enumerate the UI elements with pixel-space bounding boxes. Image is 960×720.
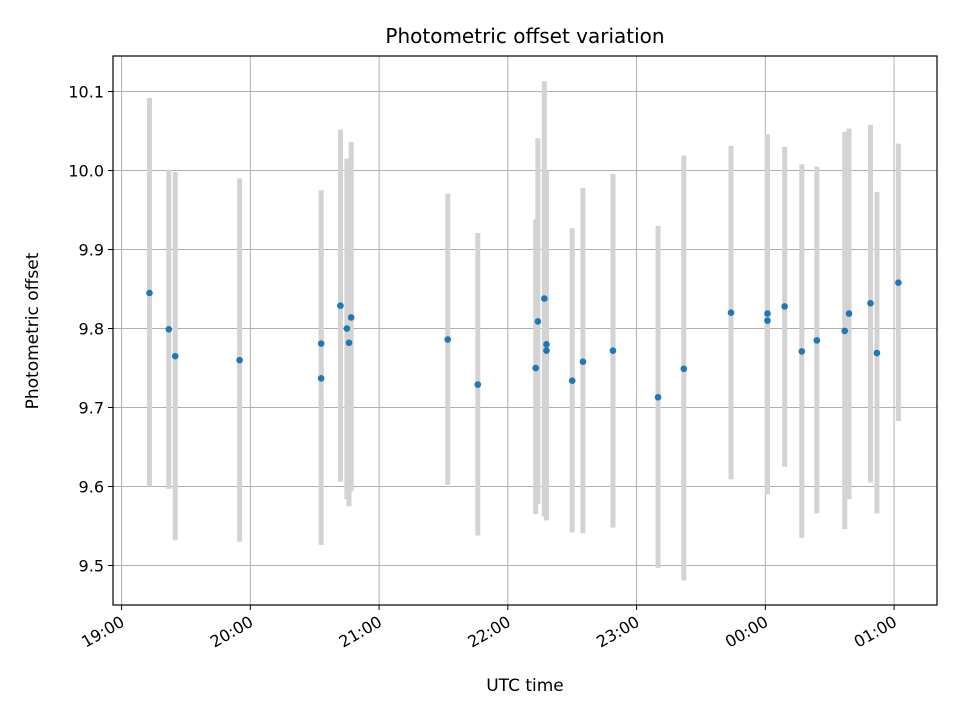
data-point — [543, 347, 550, 354]
y-tick-label: 10.0 — [68, 162, 104, 181]
data-point — [680, 365, 688, 373]
data-point — [541, 295, 548, 302]
y-tick-label: 10.1 — [68, 83, 104, 102]
data-point — [568, 377, 576, 384]
data-point — [347, 314, 355, 321]
y-tick-label: 9.9 — [79, 241, 104, 260]
data-point — [534, 318, 542, 325]
data-point — [579, 358, 587, 366]
data-point — [764, 317, 771, 324]
data-point — [781, 303, 788, 310]
data-point — [764, 310, 771, 317]
data-point — [873, 349, 881, 357]
data-point — [841, 327, 849, 335]
y-axis-ticks: 9.5 9.6 9.7 9.8 9.9 10.0 10.1 — [68, 83, 113, 576]
data-point — [165, 326, 173, 333]
data-point — [444, 336, 452, 343]
data-point — [343, 325, 351, 332]
data-point — [317, 340, 325, 347]
data-point — [146, 289, 153, 297]
data-point — [317, 374, 325, 382]
data-point — [337, 302, 344, 309]
plot-frame — [112, 55, 938, 606]
data-point — [813, 337, 821, 344]
data-point — [474, 381, 482, 388]
data-point — [236, 356, 243, 364]
data-point — [798, 348, 806, 355]
y-tick-label: 9.6 — [79, 478, 104, 497]
data-point — [845, 310, 853, 317]
data-point — [727, 309, 735, 317]
data-point — [867, 299, 874, 307]
data-point — [609, 347, 617, 354]
data-point — [345, 339, 353, 347]
y-axis-label: Photometric offset — [23, 252, 43, 409]
y-tick-label: 9.5 — [79, 557, 104, 576]
data-point — [543, 341, 550, 348]
data-points — [146, 279, 902, 401]
data-point — [171, 352, 179, 360]
y-tick-label: 9.7 — [79, 399, 104, 418]
chart-title: Photometric offset variation — [385, 24, 664, 48]
data-point — [895, 279, 902, 287]
data-point — [654, 393, 662, 401]
y-tick-label: 9.8 — [79, 320, 104, 339]
x-axis-label: UTC time — [486, 676, 564, 696]
data-point — [532, 364, 540, 372]
